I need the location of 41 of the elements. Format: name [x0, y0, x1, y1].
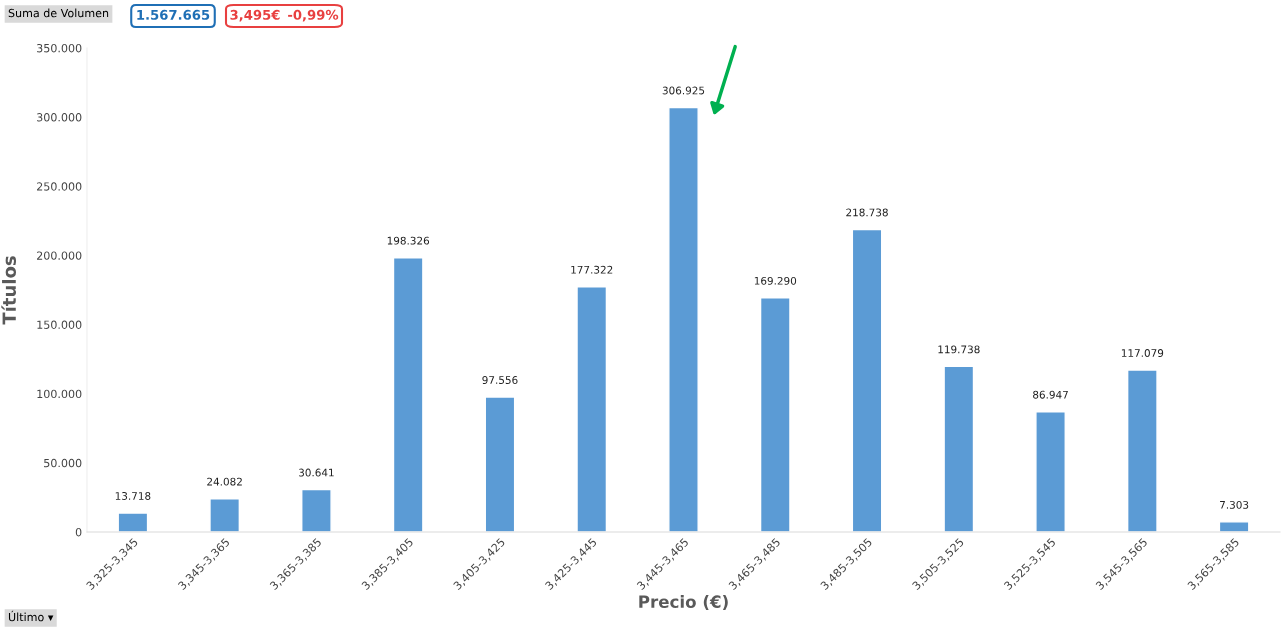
- text: Último ▾: [8, 610, 54, 622]
- bar: [301, 488, 332, 532]
- data-label: 117.079: [1121, 349, 1164, 357]
- y-tick-label: 100.000: [37, 389, 82, 399]
- bar: [117, 512, 149, 532]
- bar: [1035, 411, 1066, 532]
- y-axis-title: Títulos: [1, 256, 17, 325]
- data-label: 169.290: [754, 276, 797, 285]
- data-label: 13.718: [115, 492, 151, 500]
- bar: [484, 396, 516, 532]
- text: 3,495€: [230, 9, 280, 22]
- data-label: 177.322: [571, 265, 613, 274]
- bar: [1218, 521, 1250, 532]
- bar: [668, 106, 699, 532]
- data-label: 218.738: [846, 208, 888, 217]
- text: -0,99%: [288, 9, 339, 22]
- data-label: 7.303: [1220, 500, 1249, 509]
- data-label: 86.947: [1033, 390, 1068, 399]
- bar: [1126, 369, 1158, 532]
- bar: [392, 257, 424, 532]
- bar: [576, 286, 608, 532]
- bar: [209, 498, 241, 532]
- data-label: 30.641: [298, 468, 334, 477]
- y-tick-label: 150.000: [37, 320, 82, 329]
- data-label: 306.925: [662, 86, 705, 95]
- bar: [759, 297, 791, 532]
- x-axis-title: Precio (€): [639, 595, 728, 610]
- text: Suma de Volumen: [8, 8, 109, 18]
- y-tick-label: 300.000: [37, 113, 82, 122]
- data-label: 97.556: [482, 376, 518, 384]
- y-tick-label: 250.000: [37, 182, 82, 191]
- y-tick-label: 50.000: [44, 458, 82, 468]
- data-label: 24.082: [207, 477, 242, 486]
- y-tick-label: 200.000: [37, 251, 82, 260]
- y-tick-label: 0: [75, 527, 82, 537]
- y-tick-label: 350.000: [37, 43, 82, 53]
- bar: [851, 228, 883, 532]
- bar: [943, 365, 975, 532]
- text: 1.567.665: [137, 9, 210, 20]
- data-label: 198.326: [387, 236, 430, 245]
- data-label: 119.738: [938, 345, 980, 354]
